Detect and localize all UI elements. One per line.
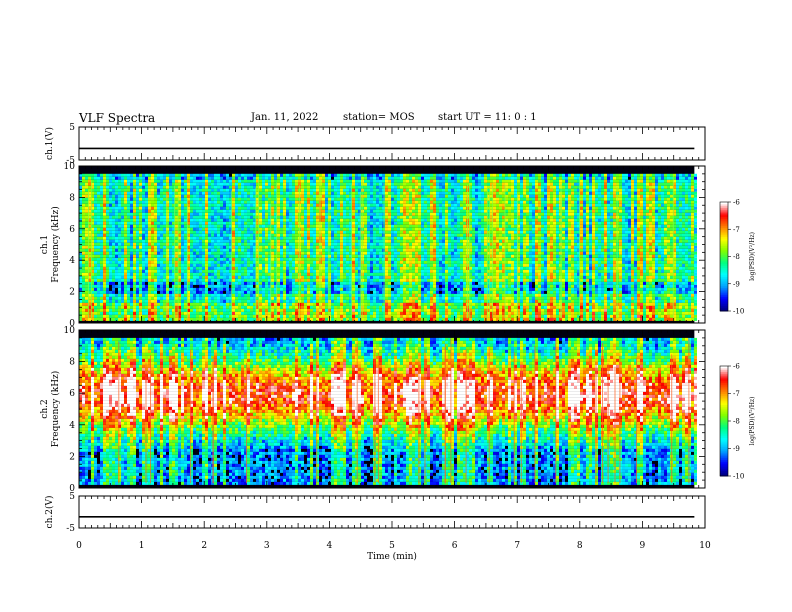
x-tick-label: 3 — [264, 541, 270, 551]
y-tick-label-2: 4 — [69, 421, 75, 431]
panel-1-ylabel-frequency: Frequency (kHz) — [50, 206, 61, 283]
x-tick-label: 9 — [640, 541, 646, 551]
y-tick-label-2: 2 — [69, 452, 75, 462]
colorbar-1-tick-label: -8 — [733, 253, 740, 261]
y-tick-label-1: 2 — [69, 288, 75, 298]
x-tick-label: 5 — [389, 541, 395, 551]
colorbar-2-tick-label: -7 — [733, 390, 740, 398]
y-tick-label-2: 6 — [69, 389, 75, 399]
panel-1-ylabel-channel: ch.1 — [40, 235, 50, 254]
colorbar-2-tick-label: -9 — [733, 445, 740, 453]
x-tick-label: 6 — [452, 541, 458, 551]
y-tick-label-2: 0 — [69, 484, 75, 494]
colorbar-1-tick-label: -6 — [733, 199, 740, 207]
panel-2-ylabel-frequency: Frequency (kHz) — [50, 371, 61, 448]
y-tick-label-2: 8 — [69, 358, 75, 368]
panel-3-ylabel: ch.2(V) — [44, 496, 55, 529]
spectrogram-2-cells — [79, 338, 697, 485]
y-tick-label-3: -5 — [66, 524, 75, 534]
colorbar-2-tick-label: -8 — [733, 418, 740, 426]
y-tick-label-1: 6 — [69, 225, 75, 235]
x-axis-label: Time (min) — [367, 551, 417, 562]
panel-2-ylabel-channel: ch.2 — [40, 399, 50, 418]
colorbar-1-label: log(PSD)(V²/Hz) — [749, 232, 756, 281]
x-tick-label: 7 — [514, 541, 520, 551]
x-tick-label: 10 — [699, 541, 711, 551]
x-tick-label: 1 — [139, 541, 145, 551]
x-tick-label: 2 — [201, 541, 207, 551]
x-tick-label: 4 — [327, 541, 333, 551]
y-tick-label-2: 10 — [64, 326, 76, 336]
y-tick-label-1: 8 — [69, 193, 75, 203]
colorbar-2-label: log(PSD)(V²/Hz) — [749, 397, 756, 446]
colorbar-1-tick-label: -10 — [733, 308, 744, 316]
y-tick-label-1: 10 — [64, 162, 76, 172]
x-tick-label: 0 — [76, 541, 82, 551]
colorbar-1: -10 -9 -8 -7 -6 log(PSD)(V²/Hz) — [720, 199, 756, 316]
y-tick-label-0: 5 — [69, 123, 75, 133]
colorbar-1-tick-label: -9 — [733, 280, 740, 288]
x-tick-label: 8 — [577, 541, 583, 551]
panel-0-ylabel: ch.1(V) — [44, 127, 55, 160]
colorbar-2-tick-label: -10 — [733, 473, 744, 481]
colorbar-2: -10 -9 -8 -7 -6 log(PSD)(V²/Hz) — [720, 363, 756, 481]
colorbar-2-tick-label: -6 — [733, 363, 740, 371]
y-tick-label-1: 4 — [69, 256, 75, 266]
spectrogram-1-cells — [79, 174, 697, 321]
colorbar-1-tick-label: -7 — [733, 226, 740, 234]
